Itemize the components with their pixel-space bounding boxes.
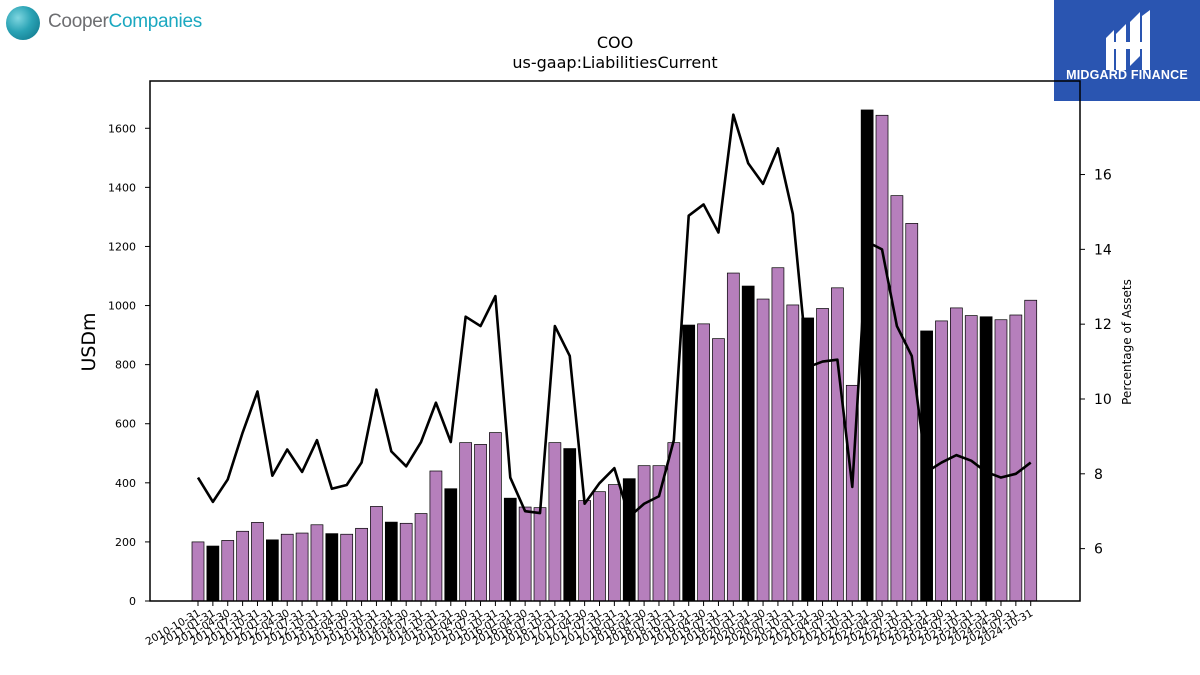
y-tick-label: 1400	[108, 181, 136, 194]
bar	[608, 484, 621, 602]
y2-tick-label: 12	[1094, 317, 1112, 333]
midgard-finance-text: MIDGARD FINANCE	[1066, 68, 1188, 82]
bar	[1009, 314, 1023, 602]
y2-axis-label: Percentage of Assets	[1120, 279, 1134, 405]
y2-tick-label: 16	[1094, 168, 1112, 184]
bar	[741, 285, 755, 602]
y-axis-label: USDm	[78, 312, 100, 371]
bar	[325, 533, 339, 602]
bar	[563, 448, 577, 602]
bar	[905, 223, 919, 602]
bar	[266, 539, 279, 602]
bar	[295, 532, 309, 602]
bar	[756, 298, 770, 602]
line-percentage-of-assets	[196, 113, 1032, 519]
bar	[518, 506, 532, 602]
bar	[578, 500, 591, 602]
bar	[548, 442, 562, 602]
cooper-companies-logo: CooperCompanies	[4, 4, 204, 44]
bar	[771, 267, 785, 602]
bar	[355, 527, 368, 602]
y-tick-label: 1200	[108, 240, 136, 253]
bar	[593, 491, 606, 602]
y-tick-label: 1000	[108, 300, 136, 313]
bar	[384, 521, 398, 602]
bar	[503, 497, 517, 602]
bar	[697, 323, 710, 602]
bar	[251, 522, 264, 602]
bar	[444, 488, 458, 602]
y-tick-label: 800	[115, 359, 136, 372]
line-series	[196, 113, 1032, 519]
x-axis: 2010-10-312011-01-312011-04-302011-07-31…	[144, 601, 1035, 648]
bar	[726, 272, 740, 602]
y2-tick-label: 10	[1094, 392, 1112, 408]
bar	[533, 507, 547, 602]
bar	[236, 530, 249, 602]
y2-tick-label: 8	[1094, 467, 1103, 483]
y2-tick-label: 6	[1094, 542, 1103, 558]
bar	[652, 465, 666, 602]
y-tick-label: 1600	[108, 122, 136, 135]
bar	[712, 338, 725, 602]
logo-word-cooper: Cooper	[48, 11, 109, 32]
y-axis: 0 200 400 600 800 1000 1200 1400 1600	[108, 122, 150, 608]
midgard-monogram-icon	[1106, 10, 1150, 70]
bar	[1024, 299, 1038, 602]
bar-series	[191, 109, 1038, 602]
bar	[206, 545, 220, 602]
cooper-globe-icon	[6, 6, 40, 40]
bar	[979, 316, 993, 602]
bar	[429, 470, 443, 602]
chart-subtitle: us-gaap:LiabilitiesCurrent	[512, 53, 717, 72]
bar	[191, 541, 205, 602]
bar	[399, 522, 413, 602]
cooper-companies-wordmark: CooperCompanies	[48, 11, 202, 33]
logo-word-companies: Companies	[108, 11, 203, 32]
bar	[280, 533, 294, 602]
y-tick-label: 0	[129, 595, 136, 608]
plot-frame	[149, 80, 1081, 602]
bar	[474, 444, 487, 602]
bar	[310, 524, 324, 602]
bar	[414, 513, 428, 602]
bar	[875, 114, 889, 602]
bar	[860, 109, 874, 602]
bar	[890, 195, 904, 602]
bar	[622, 478, 636, 602]
bar	[667, 442, 681, 602]
y-tick-label: 400	[115, 477, 136, 490]
y-tick-label: 200	[115, 536, 136, 549]
bar	[682, 324, 696, 602]
bar	[340, 533, 354, 602]
y-tick-label: 600	[115, 418, 136, 431]
bar	[786, 304, 800, 602]
bar	[489, 432, 502, 602]
y2-tick-label: 14	[1094, 242, 1112, 258]
bar	[221, 540, 235, 602]
bar	[816, 308, 829, 602]
bar	[831, 287, 844, 602]
bar	[459, 442, 473, 602]
bar	[994, 319, 1008, 602]
bar	[637, 465, 651, 602]
chart-title: COO	[597, 33, 633, 52]
midgard-finance-logo: MIDGARD FINANCE	[1054, 0, 1200, 101]
y2-axis: 6 8 10 12 14 16	[1080, 168, 1112, 558]
bar	[370, 506, 383, 602]
